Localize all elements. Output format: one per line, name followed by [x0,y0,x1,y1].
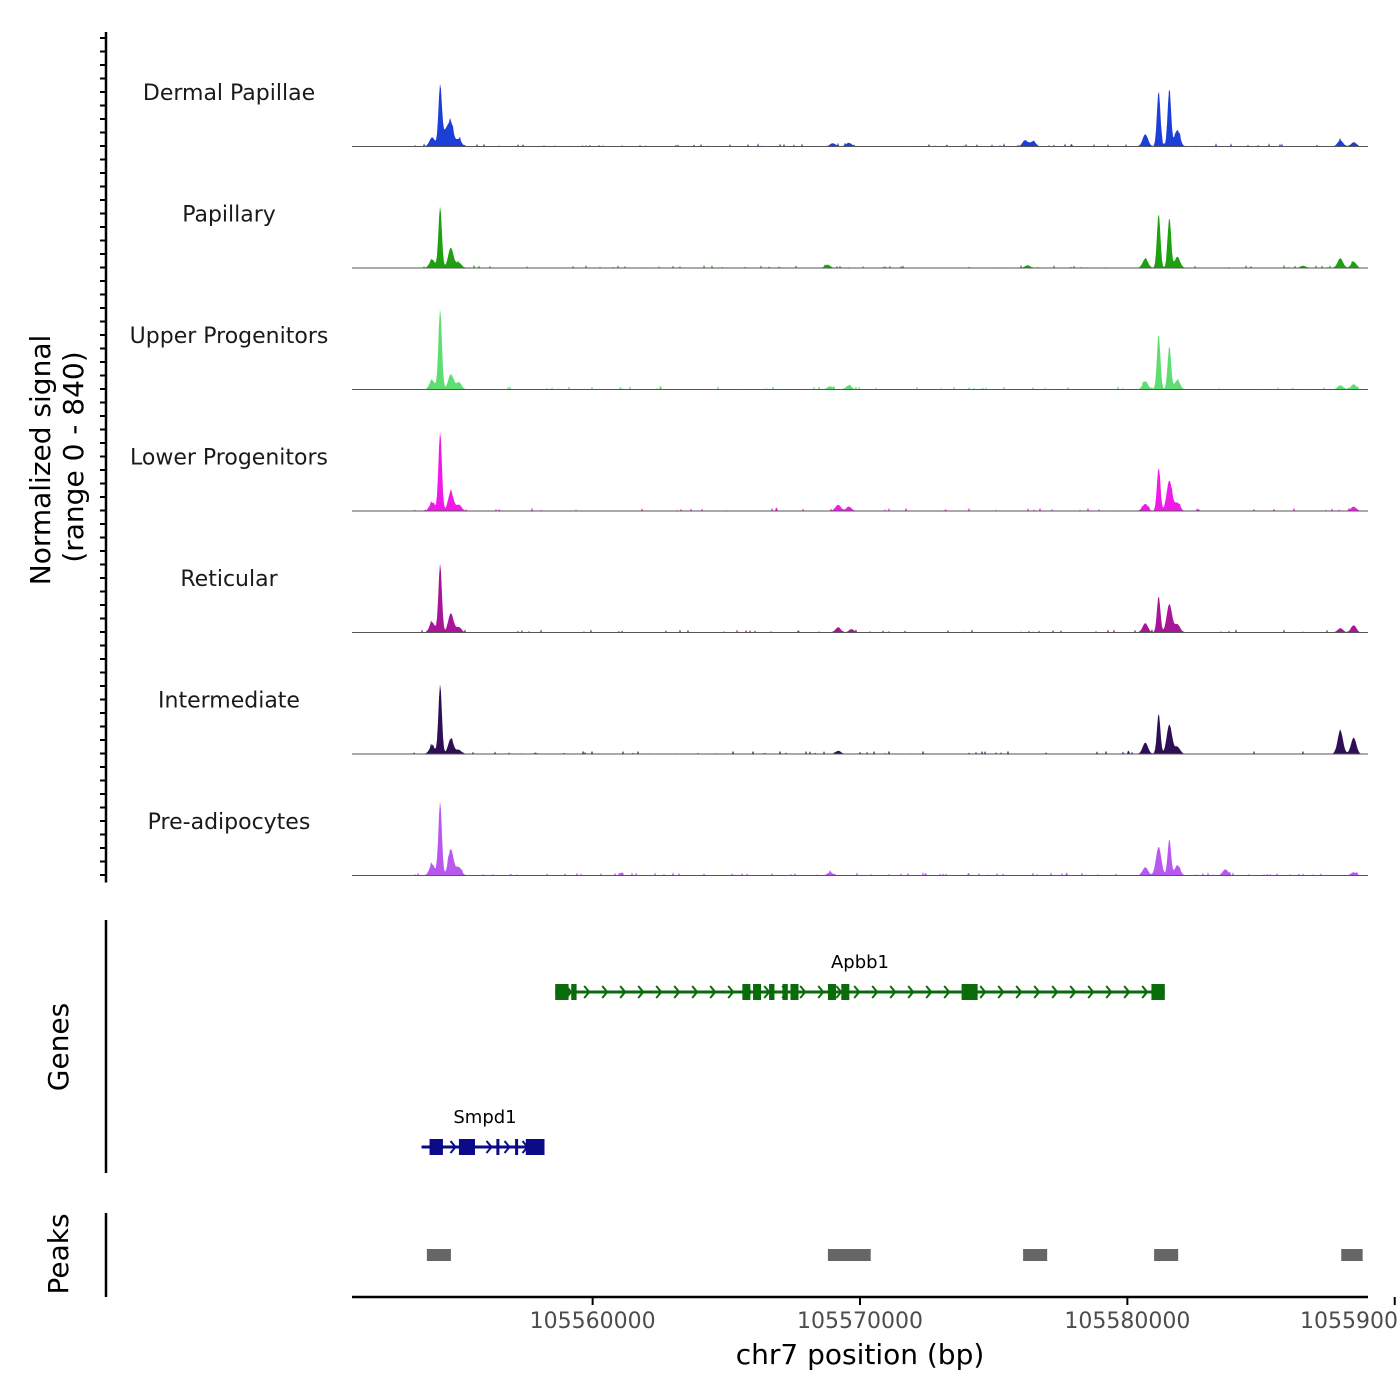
gene-exon [769,984,775,1000]
genes-panel-title: Genes [42,1003,75,1091]
strand-arrow [619,985,627,999]
strand-arrow [727,985,735,999]
strand-arrow [799,985,807,999]
strand-arrow [889,985,897,999]
strand-arrow [673,985,681,999]
peak-region [1154,1249,1179,1261]
coverage-area [352,83,1367,147]
strand-arrow [853,985,861,999]
peak-region [1023,1249,1048,1261]
strand-arrow [601,985,609,999]
coverage-area [352,684,1367,754]
track-label: Lower Progenitors [130,446,328,471]
gene-label: Apbb1 [831,952,889,973]
track-dermal-papillae: Dermal Papillae [143,81,1368,147]
track-label: Upper Progenitors [130,324,329,349]
strand-arrow [925,985,933,999]
x-tick-label: 105580000 [1064,1309,1190,1334]
peaks-panel-title: Peaks [42,1213,75,1294]
track-reticular: Reticular [180,563,1368,633]
gene-exon [841,984,850,1000]
gene-exon [496,1139,500,1155]
strand-arrow [1123,985,1131,999]
strand-arrow [943,985,951,999]
x-axis-title: chr7 position (bp) [736,1338,985,1371]
peak-region [827,1249,871,1261]
gene-smpd1: Smpd1 [421,1107,545,1155]
track-label: Reticular [180,567,278,592]
gene-exon [429,1139,443,1155]
y-axis-title-line1: Normalized signal [24,335,57,586]
x-axis: 105560000 105570000 105580000 1055900 [352,1295,1398,1334]
gene-exon [742,984,751,1000]
strand-arrow [817,985,825,999]
gene-exon [525,1139,545,1155]
gene-exon [515,1139,519,1155]
track-intermediate: Intermediate [158,684,1368,755]
strand-arrow [583,985,591,999]
gene-exon [790,984,799,1000]
gene-exon [753,984,762,1000]
coverage-area [352,431,1367,511]
coverage-area [352,308,1367,390]
x-tick-label: 105560000 [530,1309,656,1334]
track-lower-progenitors: Lower Progenitors [130,431,1368,512]
gene-label: Smpd1 [453,1107,516,1128]
strand-arrow [485,1140,493,1154]
track-label: Pre-adipocytes [148,810,311,835]
y-axis-title-line2: (range 0 - 840) [57,351,90,562]
strand-arrow [1069,985,1077,999]
x-tick-label: 1055900 [1300,1309,1398,1334]
gene-exon [458,1139,475,1155]
strand-arrow [1087,985,1095,999]
gene-exon [1151,984,1165,1000]
strand-arrow [1141,985,1149,999]
peak-region [426,1249,451,1261]
strand-arrow [691,985,699,999]
coverage-area [352,563,1367,633]
strand-arrow [835,985,843,999]
strand-arrow [655,985,663,999]
coverage-tracks: Dermal Papillae Papillary Upper Progenitor… [100,32,1368,883]
strand-arrow [871,985,879,999]
gene-exon [961,984,978,1000]
coverage-area [352,801,1367,876]
strand-arrow [979,985,987,999]
strand-arrow [637,985,645,999]
strand-arrow [709,985,717,999]
coverage-area [352,206,1367,268]
peak-region [1341,1249,1363,1261]
strand-arrow [1033,985,1041,999]
track-label: Dermal Papillae [143,81,315,106]
strand-arrow [997,985,1005,999]
track-papillary: Papillary [182,203,1368,269]
strand-arrow [907,985,915,999]
gene-exon [827,984,836,1000]
strand-arrow [1015,985,1023,999]
strand-arrow [503,1140,511,1154]
track-pre-adipocytes: Pre-adipocytes [148,801,1368,876]
gene-annotation-panel: Apbb1 Smpd1 [104,920,1165,1173]
track-label: Papillary [182,203,276,228]
strand-arrow [449,1140,457,1154]
gene-exon [782,984,788,1000]
strand-arrow [1051,985,1059,999]
peak-regions-panel [104,1213,1363,1297]
gene-exon [555,984,569,1000]
gene-apbb1: Apbb1 [555,952,1165,1000]
track-upper-progenitors: Upper Progenitors [130,308,1368,390]
strand-arrow [1105,985,1113,999]
x-tick-label: 105570000 [797,1309,923,1334]
gene-exon [571,984,577,1000]
track-label: Intermediate [158,689,300,714]
